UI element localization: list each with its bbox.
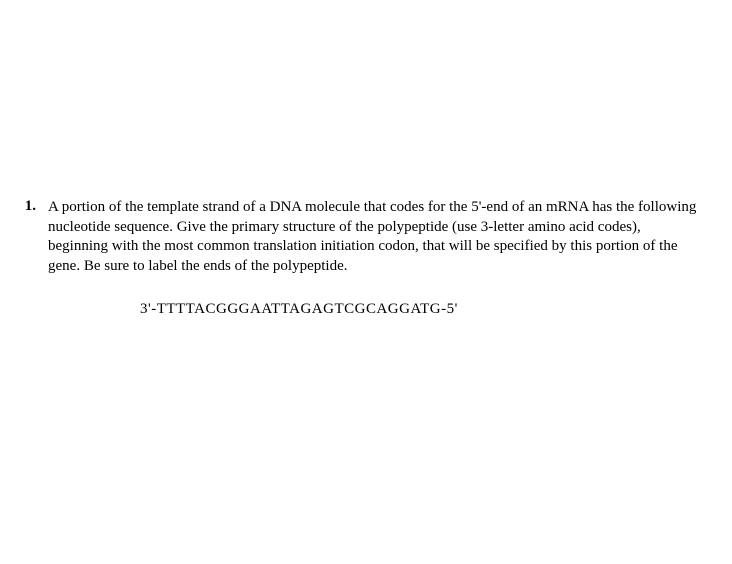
question-container: 1. A portion of the template strand of a…: [8, 198, 702, 320]
dna-sequence: 3'-TTTTACGGGAATTAGAGTCGCAGGATG-5': [140, 300, 702, 320]
question-body: A portion of the template strand of a DN…: [40, 198, 702, 320]
question-number: 1.: [8, 198, 40, 215]
question-text: A portion of the template strand of a DN…: [48, 198, 702, 276]
